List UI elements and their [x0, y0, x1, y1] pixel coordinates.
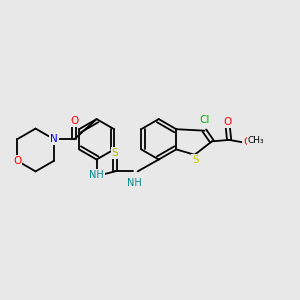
- Text: N: N: [50, 134, 58, 144]
- Text: O: O: [13, 156, 21, 166]
- Text: Cl: Cl: [199, 115, 210, 125]
- Text: O: O: [224, 117, 232, 127]
- Text: CH₃: CH₃: [248, 136, 264, 145]
- Text: NH: NH: [89, 170, 104, 180]
- Text: S: S: [112, 148, 118, 158]
- Text: S: S: [192, 155, 199, 165]
- Text: O: O: [70, 116, 78, 126]
- Text: NH: NH: [127, 178, 141, 188]
- Text: O: O: [243, 137, 251, 147]
